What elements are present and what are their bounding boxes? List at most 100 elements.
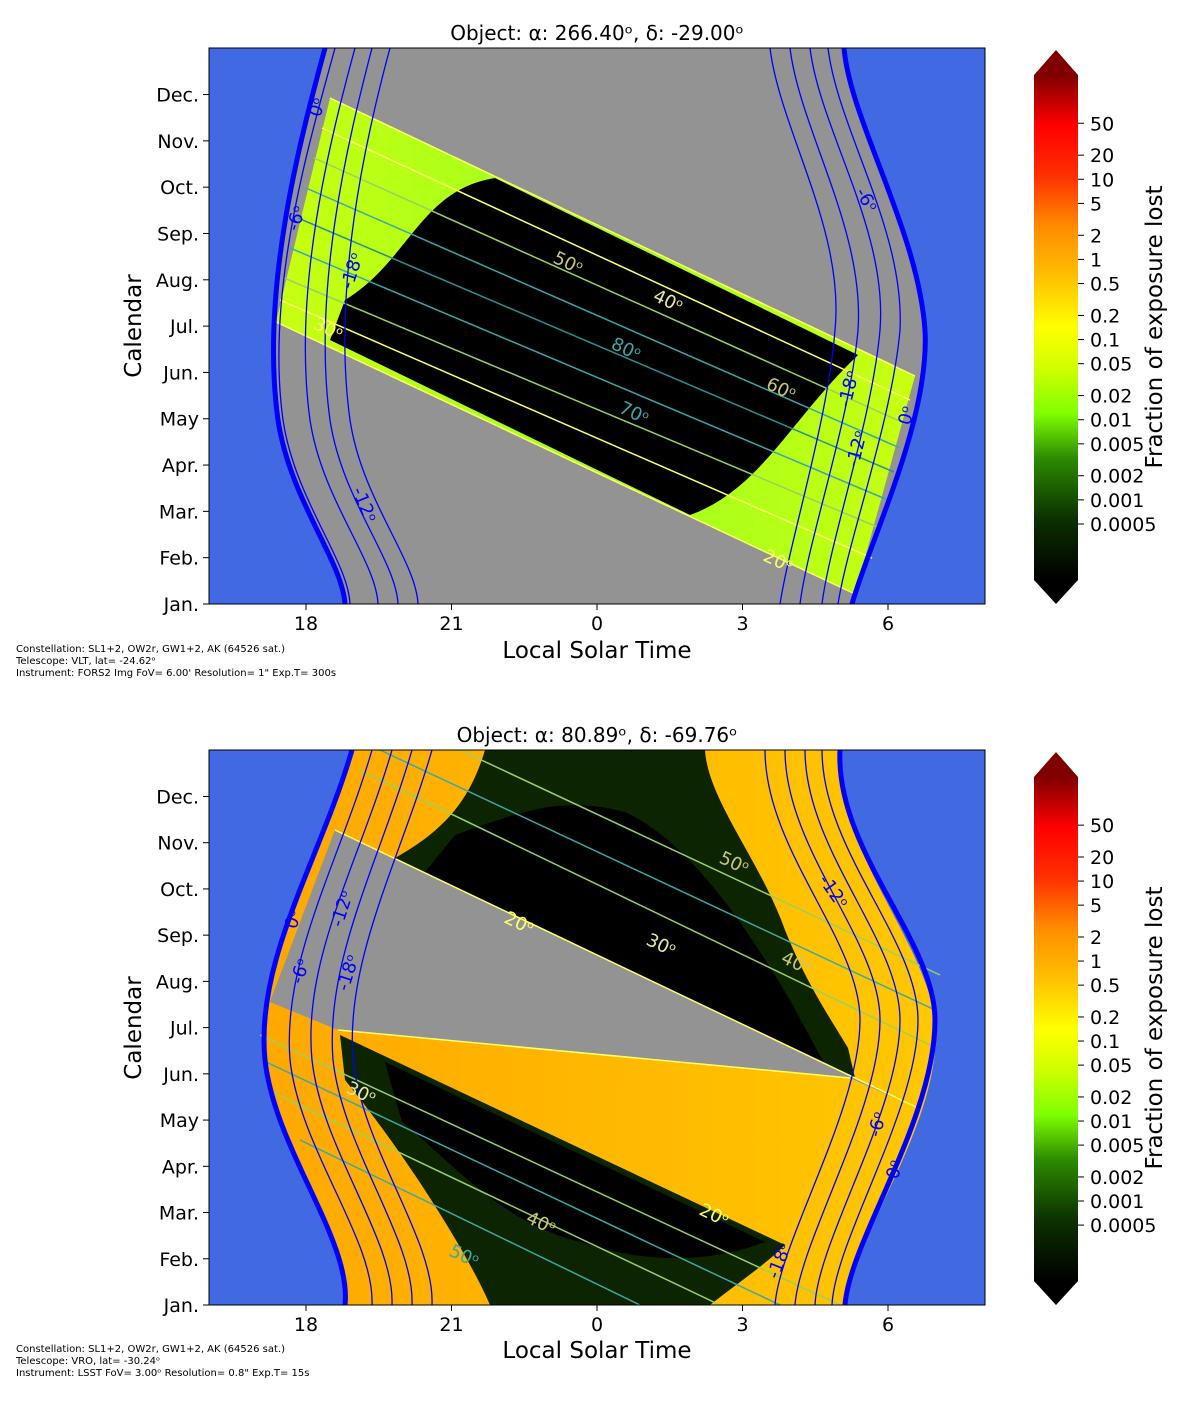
x-tick-label: 0 <box>591 613 603 635</box>
y-ticks-1: Dec. Nov. Oct. Sep. Aug. Jul. Jun. May Apr. Mar. F… <box>156 85 209 616</box>
colorbar-extend-top <box>1034 752 1078 777</box>
twilight-label: 0ᵒ <box>894 404 919 427</box>
colorbar-tick-label: 0.02 <box>1090 1087 1132 1109</box>
y-tick-label: Apr. <box>162 455 199 477</box>
x-tick-label: 0 <box>591 1314 603 1336</box>
colorbar-tick-label: 1 <box>1090 249 1102 271</box>
x-tick-label: 18 <box>294 1314 318 1336</box>
y-tick-label: Nov. <box>157 131 199 153</box>
y-tick-label: Jun. <box>162 1064 199 1086</box>
y-tick-label: Oct. <box>160 177 199 199</box>
no-loss-zone-upper <box>425 805 825 1065</box>
x-tick-label: 6 <box>882 613 894 635</box>
colorbar-tick-label: 0.05 <box>1090 1055 1132 1077</box>
y-tick-label: Feb. <box>159 548 199 570</box>
x-tick-label: 3 <box>736 613 748 635</box>
x-ticks-1: 18 21 0 3 6 <box>294 604 894 635</box>
x-axis-label: Local Solar Time <box>502 1338 691 1364</box>
x-tick-label: 21 <box>439 613 463 635</box>
y-tick-label: Jun. <box>162 362 199 384</box>
y-tick-label: Oct. <box>160 879 199 901</box>
colorbar-tick-label: 1 <box>1090 951 1102 973</box>
twilight-curves-1 <box>271 48 928 604</box>
footnote-instrument: Instrument: LSST FoV= 3.00ᵒ Resolution= … <box>16 1368 309 1379</box>
twilight-label: 0ᵒ <box>882 1158 907 1181</box>
colorbar-tick-label: 0.001 <box>1090 1191 1144 1213</box>
x-tick-label: 21 <box>439 1314 463 1336</box>
x-ticks-2: 18 21 0 3 6 <box>294 1305 894 1336</box>
plot-area-1: 50ᵒ 40ᵒ 80ᵒ 60ᵒ 70ᵒ 20ᵒ 30ᵒ 0ᵒ -6ᵒ -18ᵒ … <box>209 48 985 604</box>
y-tick-label: Aug. <box>156 270 199 292</box>
footnote-instrument: Instrument: FORS2 Img FoV= 6.00' Resolut… <box>16 668 336 679</box>
y-tick-label: May <box>160 409 199 431</box>
y-axis-label: Calendar <box>121 274 147 378</box>
colorbar-extend-bottom <box>1034 580 1078 604</box>
footnote-telescope: Telescope: VRO, lat= -30.24ᵒ <box>15 1356 160 1367</box>
y-tick-label: Mar. <box>159 1203 199 1225</box>
altitude-lines-1 <box>275 97 916 595</box>
footnote-2: Constellation: SL1+2, OW2r, GW1+2, AK (6… <box>15 1344 309 1379</box>
colorbar-tick-label: 10 <box>1090 871 1114 893</box>
colorbar-gradient <box>1034 75 1078 580</box>
y-tick-label: Aug. <box>156 971 199 993</box>
colorbar-tick-label: 0.002 <box>1090 466 1144 488</box>
no-loss-zone <box>330 178 858 515</box>
plot-area-2-clean: 50ᵒ 20ᵒ 30ᵒ 40ᵒ 30ᵒ 40ᵒ 20ᵒ 50ᵒ 0ᵒ -12ᵒ … <box>209 750 985 1305</box>
y-tick-label: Dec. <box>156 786 199 808</box>
colorbar-tick-label: 50 <box>1090 815 1114 837</box>
colorbar-tick-label: 0.002 <box>1090 1167 1144 1189</box>
y-tick-label: Jan. <box>163 1295 199 1317</box>
colorbar-tick-label: 20 <box>1090 145 1114 167</box>
colorbar-tick-label: 20 <box>1090 847 1114 869</box>
x-tick-label: 3 <box>736 1314 748 1336</box>
colorbar-tick-label: 0.005 <box>1090 1135 1144 1157</box>
colorbar-tick-label: 0.005 <box>1090 434 1144 456</box>
chart-panel-2: Object: α: 80.89ᵒ, δ: -69.76ᵒ <box>15 723 1168 1379</box>
gray-band-left-wedge <box>270 830 338 1030</box>
y-tick-label: Jan. <box>163 594 199 616</box>
y-tick-label: Sep. <box>157 925 199 947</box>
x-tick-label: 6 <box>882 1314 894 1336</box>
colorbar-tick-label: 50 <box>1090 113 1114 135</box>
colorbar-tick-label: 0.01 <box>1090 410 1132 432</box>
colorbar-tick-label: 0.0005 <box>1090 514 1156 536</box>
y-tick-label: Mar. <box>159 501 199 523</box>
y-tick-label: Feb. <box>159 1249 199 1271</box>
colorbar-tick-label: 0.1 <box>1090 1031 1120 1053</box>
colorbar-extend-top <box>1034 50 1078 75</box>
y-tick-label: Jul. <box>169 1018 199 1040</box>
no-loss-zone-lower <box>385 1062 765 1259</box>
colorbar-tick-label: 0.01 <box>1090 1111 1132 1133</box>
y-tick-label: Jul. <box>169 316 199 338</box>
chart-2-title: Object: α: 80.89ᵒ, δ: -69.76ᵒ <box>457 723 738 747</box>
colorbar-tick-label: 0.001 <box>1090 490 1144 512</box>
twilight-curves-2 <box>261 750 938 1305</box>
colorbar-tick-label: 0.5 <box>1090 274 1120 296</box>
y-axis-label: Calendar <box>121 976 147 1080</box>
x-tick-label: 18 <box>294 613 318 635</box>
colorbar-gradient <box>1034 777 1078 1281</box>
colorbar-label: Fraction of exposure lost <box>1142 185 1168 468</box>
footnote-constellation: Constellation: SL1+2, OW2r, GW1+2, AK (6… <box>16 1344 285 1355</box>
colorbar-tick-label: 0.1 <box>1090 330 1120 352</box>
colorbar-tick-label: 0.5 <box>1090 975 1120 997</box>
y-ticks-2: Dec. Nov. Oct. Sep. Aug. Jul. Jun. May Apr. Mar. F… <box>156 786 209 1317</box>
x-axis-label: Local Solar Time <box>502 638 691 664</box>
footnote-constellation: Constellation: SL1+2, OW2r, GW1+2, AK (6… <box>16 644 285 655</box>
colorbar-tick-label: 5 <box>1090 895 1102 917</box>
colorbar-tick-label: 2 <box>1090 225 1102 247</box>
colorbar-tick-label: 0.02 <box>1090 386 1132 408</box>
chart-1-title: Object: α: 266.40ᵒ, δ: -29.00ᵒ <box>450 21 744 45</box>
y-tick-label: Nov. <box>157 833 199 855</box>
colorbar-tick-label: 10 <box>1090 169 1114 191</box>
contour-labels-1: 50ᵒ 40ᵒ 80ᵒ 60ᵒ 70ᵒ 20ᵒ 30ᵒ 0ᵒ -6ᵒ -18ᵒ … <box>283 95 920 577</box>
colorbar-tick-label: 2 <box>1090 927 1102 949</box>
colorbar-tick-label: 0.2 <box>1090 1007 1120 1029</box>
footnote-1: Constellation: SL1+2, OW2r, GW1+2, AK (6… <box>15 644 336 679</box>
colorbar-tick-label: 0.05 <box>1090 354 1132 376</box>
colorbar-tick-label: 0.2 <box>1090 305 1120 327</box>
footnote-telescope: Telescope: VLT, lat= -24.62ᵒ <box>15 656 156 667</box>
